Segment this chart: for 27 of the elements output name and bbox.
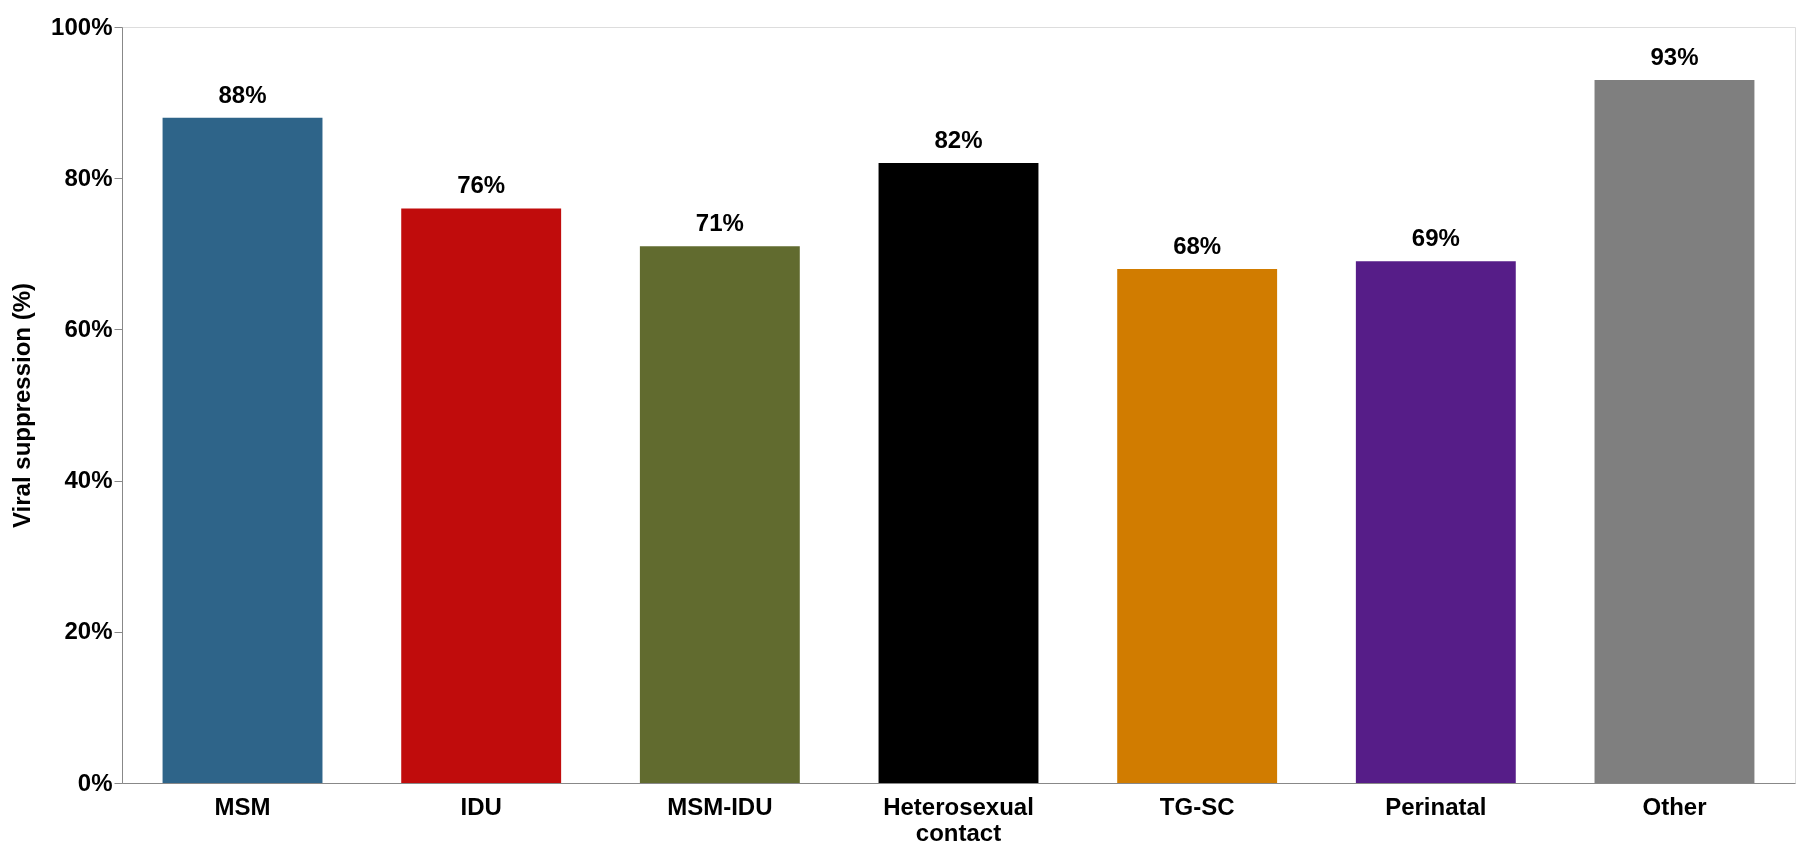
x-tick-label: Perinatal — [1385, 792, 1487, 820]
y-tick-label: 20% — [64, 617, 113, 645]
y-tick-label: 100% — [51, 12, 113, 40]
y-axis-title: Viral suppression (%) — [8, 283, 36, 528]
y-tick-label: 0% — [77, 768, 113, 796]
x-tick-label: IDU — [460, 792, 502, 820]
bar — [401, 208, 562, 783]
x-tick-label: MSM — [214, 792, 271, 820]
bar — [1355, 261, 1516, 783]
bar — [878, 163, 1039, 783]
data-label: 68% — [1173, 231, 1222, 259]
data-label: 71% — [695, 209, 744, 237]
x-tick-label: MSM-IDU — [667, 792, 773, 820]
x-tick-label: TG-SC — [1159, 792, 1235, 820]
y-tick-label: 60% — [64, 314, 113, 342]
x-tick-label: Heterosexual contact — [883, 792, 1034, 846]
bar — [639, 246, 800, 783]
data-label: 82% — [934, 126, 983, 154]
y-tick-label: 80% — [64, 163, 113, 191]
data-label: 88% — [218, 80, 267, 108]
bar — [1117, 268, 1278, 783]
data-label: 93% — [1650, 42, 1699, 70]
x-tick-label: Other — [1642, 792, 1707, 820]
data-label: 69% — [1411, 224, 1460, 252]
bar — [162, 117, 323, 783]
y-tick-label: 40% — [64, 466, 113, 494]
data-label: 76% — [457, 171, 506, 199]
